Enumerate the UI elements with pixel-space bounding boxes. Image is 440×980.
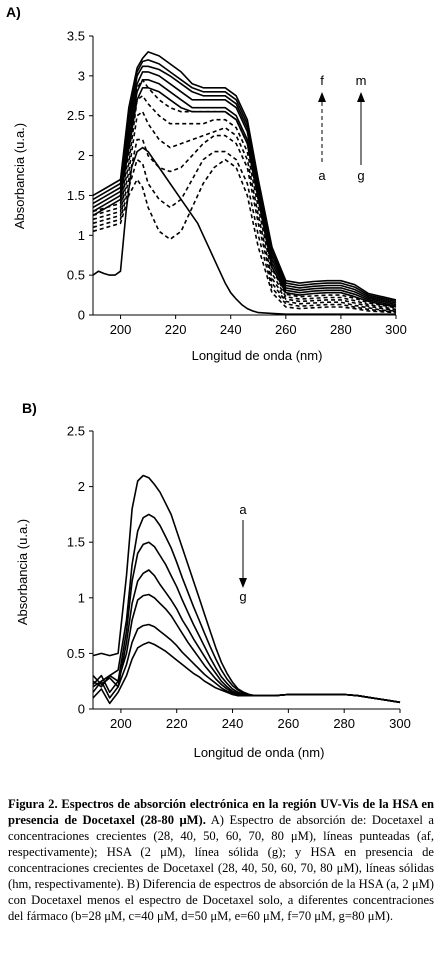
chart-b-ylabel: Absorbancia (u.a.) <box>15 519 30 625</box>
chart-a-xlabel: Longitud de onda (nm) <box>192 348 323 363</box>
chart-a-anno-solid-arrowhead <box>357 92 365 102</box>
chart-a-anno-m: m <box>356 73 367 88</box>
chart-b: 0 0.5 1 1.5 2 2.5 200 220 240 260 280 300 Longitud … <box>0 400 440 780</box>
chart-a-xtick-label: 260 <box>275 322 297 337</box>
chart-b-ytick-label: 2.5 <box>67 424 85 439</box>
chart-a-ytick-label: 2 <box>78 148 85 163</box>
chart-a-anno-a: a <box>318 168 326 183</box>
chart-b-xlabel: Longitud de onda (nm) <box>194 745 325 760</box>
chart-a-xtick-label: 300 <box>385 322 407 337</box>
chart-b-anno-a: a <box>239 502 247 517</box>
chart-a-series-4 <box>93 136 396 311</box>
chart-a-xtick-label: 220 <box>165 322 187 337</box>
chart-a-ylabel: Absorbancia (u.a.) <box>12 123 27 229</box>
figure-caption: Figura 2. Espectros de absorción electró… <box>8 796 434 924</box>
chart-b-ytick-label: 2 <box>78 479 85 494</box>
chart-b-xtick-label: 260 <box>278 716 300 731</box>
chart-a-anno-f: f <box>320 73 324 88</box>
chart-b-series-5 <box>93 595 400 703</box>
chart-a-annotation-dashed: f a <box>318 73 326 183</box>
chart-b-ytick-label: 0 <box>78 702 85 717</box>
chart-b-anno-arrowhead <box>239 578 247 588</box>
chart-a-series-6 <box>93 96 396 310</box>
chart-b-series-2 <box>93 514 400 702</box>
chart-b-ytick-label: 1 <box>78 590 85 605</box>
chart-a-xtick-label: 280 <box>330 322 352 337</box>
chart-a-ytick-label: 0.5 <box>67 268 85 283</box>
caption-body: A) Espectro de absorción de: Docetaxel a… <box>8 813 434 923</box>
chart-b-annotation: a g <box>239 502 247 604</box>
chart-a-series-11 <box>93 66 396 303</box>
chart-b-xtick-label: 220 <box>166 716 188 731</box>
chart-a-ytick-label: 1.5 <box>67 188 85 203</box>
chart-a-ytick-label: 2.5 <box>67 108 85 123</box>
chart-a-annotation-solid: m g <box>356 73 367 183</box>
chart-a-xtick-label: 200 <box>110 322 132 337</box>
chart-a-series-5 <box>93 112 396 311</box>
chart-b-ytick-label: 0.5 <box>67 646 85 661</box>
chart-a-anno-g: g <box>357 168 364 183</box>
chart-a-anno-dashed-arrowhead <box>318 92 326 102</box>
chart-b-xtick-label: 240 <box>222 716 244 731</box>
chart-a-ytick-label: 3.5 <box>67 29 85 44</box>
chart-a-xtick-label: 240 <box>220 322 242 337</box>
chart-a-series-1 <box>93 148 396 315</box>
chart-a-ytick-label: 0 <box>78 308 85 323</box>
chart-a-series-group <box>93 52 396 314</box>
chart-a-ytick-label: 1 <box>78 228 85 243</box>
chart-a-series-2 <box>93 160 396 313</box>
chart-b-series-3 <box>93 542 400 702</box>
chart-b-xtick-label: 200 <box>110 716 132 731</box>
chart-b-xtick-label: 300 <box>389 716 411 731</box>
chart-b-anno-g: g <box>239 589 246 604</box>
chart-b-ytick-label: 1.5 <box>67 535 85 550</box>
chart-b-xtick-label: 280 <box>333 716 355 731</box>
chart-a: 0 0.5 1 1.5 2 2.5 3 3.5 200 220 240 260 280 300 Longi… <box>0 0 440 380</box>
chart-b-series-6 <box>93 625 400 703</box>
chart-a-ytick-label: 3 <box>78 68 85 83</box>
